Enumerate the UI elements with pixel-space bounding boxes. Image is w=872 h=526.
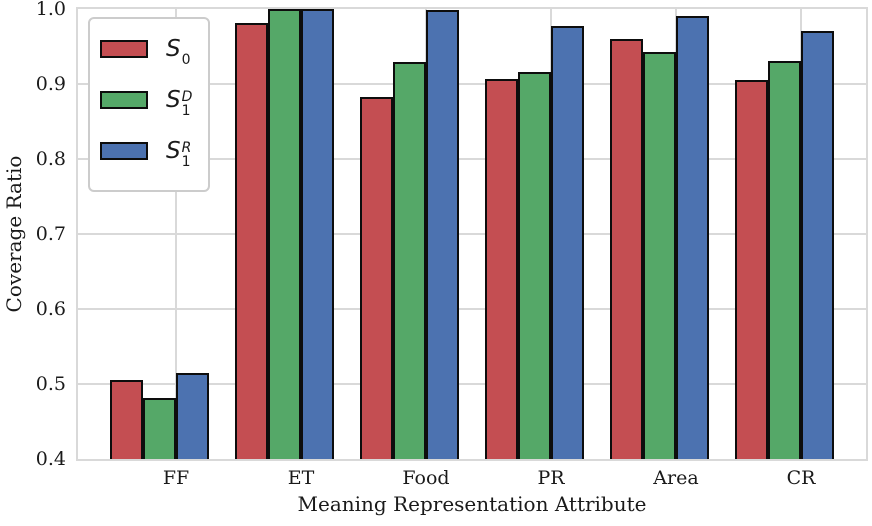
x-tick-label: ET [287, 467, 315, 489]
bar-S_0-Food [360, 97, 393, 459]
x-tick-label: Area [653, 467, 699, 489]
bar-S_1^R-FF [176, 373, 209, 459]
y-tick-label: 0.8 [35, 148, 66, 170]
bar-S_0-ET [235, 23, 268, 459]
bar-S_0-FF [110, 380, 143, 459]
bar-S_1^R-Area [676, 16, 709, 459]
bar-S_1^R-Food [426, 10, 459, 459]
bar-S_1^R-CR [801, 31, 834, 459]
gridline-vertical [175, 9, 177, 459]
legend-label-base: S [166, 138, 181, 164]
y-tick-label: 0.7 [35, 223, 66, 245]
bar-S_1^R-ET [301, 9, 334, 459]
legend-label-base: S [166, 87, 181, 113]
gridline-horizontal [78, 83, 866, 85]
x-tick-label: PR [537, 467, 565, 489]
x-tick-label: FF [162, 467, 190, 489]
legend-label-scripts: 0 [181, 52, 191, 69]
bar-S_1^D-CR [768, 61, 801, 459]
bar-S_1^D-FF [143, 398, 176, 459]
legend-swatch-s1r [100, 142, 148, 160]
gridline-horizontal [78, 308, 866, 310]
bar-S_0-CR [735, 80, 768, 459]
x-tick-label: Food [402, 467, 450, 489]
legend-label-base: S [166, 36, 181, 62]
plot-area [76, 7, 868, 461]
x-tick-label: CR [786, 467, 816, 489]
y-tick-label: 1.0 [35, 0, 66, 20]
y-tick-label: 0.6 [35, 298, 66, 320]
bar-S_0-PR [485, 79, 518, 459]
gridline-horizontal [78, 158, 866, 160]
gridline-horizontal [78, 383, 866, 385]
bar-S_1^R-PR [551, 26, 584, 459]
y-axis-title: Coverage Ratio [2, 155, 26, 313]
bar-S_1^D-ET [268, 9, 301, 459]
y-tick-label: 0.4 [35, 448, 66, 470]
bar-S_1^D-Food [393, 62, 426, 459]
bar-S_1^D-Area [643, 52, 676, 459]
legend-swatch-s1d [100, 91, 148, 109]
gridline-horizontal [78, 233, 866, 235]
y-tick-label: 0.9 [35, 73, 66, 95]
y-tick-label: 0.5 [35, 373, 66, 395]
legend-swatch-s0 [100, 40, 148, 58]
x-axis-title: Meaning Representation Attribute [297, 492, 647, 516]
bar-S_0-Area [610, 39, 643, 459]
bar-S_1^D-PR [518, 72, 551, 459]
